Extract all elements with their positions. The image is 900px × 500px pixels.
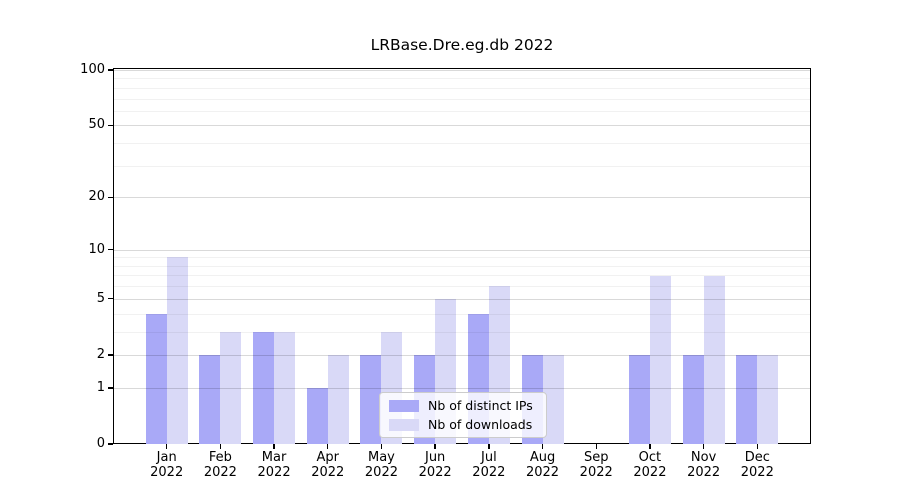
bar-nb-of-distinct-ips-dec xyxy=(736,354,758,444)
x-tick-mark-sep xyxy=(595,444,597,449)
bar-nb-of-downloads-nov xyxy=(703,275,725,444)
gridline-2 xyxy=(113,354,811,356)
gridline-60 xyxy=(113,110,811,112)
x-tick-mark-apr xyxy=(327,444,329,449)
legend-item-1: Nb of downloads xyxy=(389,417,537,432)
x-tick-label-jan: Jan 2022 xyxy=(150,450,184,480)
legend-label: Nb of distinct IPs xyxy=(428,398,533,413)
x-tick-mark-jul xyxy=(488,444,490,449)
y-tick-label-10: 10 xyxy=(88,241,105,257)
gridline-6 xyxy=(113,286,811,288)
bar-nb-of-distinct-ips-may xyxy=(360,354,382,444)
bar-nb-of-distinct-ips-mar xyxy=(253,331,275,444)
legend-swatch-icon xyxy=(389,399,419,412)
x-tick-label-dec: Dec 2022 xyxy=(740,450,774,480)
y-tick-mark-0 xyxy=(108,443,113,445)
gridline-1 xyxy=(113,387,811,389)
bar-nb-of-downloads-oct xyxy=(649,275,671,444)
y-tick-label-50: 50 xyxy=(88,117,105,133)
y-tick-label-100: 100 xyxy=(80,62,105,77)
x-tick-label-may: May 2022 xyxy=(364,450,398,480)
x-tick-label-jul: Jul 2022 xyxy=(472,450,506,480)
legend-item-0: Nb of distinct IPs xyxy=(389,398,537,413)
gridline-90 xyxy=(113,78,811,80)
chart-title: LRBase.Dre.eg.db 2022 xyxy=(370,36,554,54)
x-tick-mark-oct xyxy=(649,444,651,449)
x-tick-label-apr: Apr 2022 xyxy=(311,450,345,480)
x-tick-mark-nov xyxy=(702,444,705,449)
bar-nb-of-downloads-feb xyxy=(220,331,242,444)
bar-nb-of-downloads-mar xyxy=(274,331,296,444)
x-tick-label-aug: Aug 2022 xyxy=(525,450,560,480)
gridline-50 xyxy=(113,125,811,127)
x-tick-mark-may xyxy=(380,444,383,449)
y-tick-mark-100 xyxy=(108,69,113,71)
gridline-30 xyxy=(113,165,811,167)
x-tick-mark-aug xyxy=(541,444,544,449)
gridline-7 xyxy=(113,275,811,277)
y-tick-label-1: 1 xyxy=(96,379,105,395)
legend: Nb of distinct IPs Nb of downloads xyxy=(379,392,547,438)
y-tick-mark-50 xyxy=(108,124,113,127)
bar-nb-of-downloads-jan xyxy=(166,257,188,444)
x-tick-mark-jan xyxy=(165,444,168,449)
x-tick-label-nov: Nov 2022 xyxy=(687,450,721,480)
gridline-4 xyxy=(113,313,811,315)
gridline-80 xyxy=(113,87,811,89)
y-tick-label-5: 5 xyxy=(96,290,105,306)
legend-label: Nb of downloads xyxy=(428,417,533,432)
gridline-100 xyxy=(113,70,811,71)
bar-nb-of-downloads-aug xyxy=(542,354,564,444)
y-tick-mark-1 xyxy=(108,387,113,389)
bar-nb-of-distinct-ips-jan xyxy=(145,313,167,444)
legend-swatch-icon xyxy=(389,418,419,431)
x-tick-mark-feb xyxy=(219,444,222,449)
x-tick-mark-mar xyxy=(273,444,275,449)
y-tick-label-2: 2 xyxy=(96,346,105,362)
gridline-40 xyxy=(113,143,811,145)
gridline-9 xyxy=(113,257,811,259)
x-tick-label-oct: Oct 2022 xyxy=(633,450,667,480)
bar-nb-of-downloads-apr xyxy=(327,354,349,444)
bar-nb-of-distinct-ips-apr xyxy=(306,387,328,444)
gridline-70 xyxy=(113,98,811,100)
gridline-3 xyxy=(113,331,811,333)
x-tick-label-jun: Jun 2022 xyxy=(418,450,452,480)
x-tick-mark-dec xyxy=(756,444,758,449)
x-tick-label-feb: Feb 2022 xyxy=(203,450,237,480)
y-tick-label-20: 20 xyxy=(88,189,105,205)
y-tick-mark-20 xyxy=(108,196,113,198)
y-tick-mark-5 xyxy=(108,298,113,300)
gridline-8 xyxy=(113,265,811,267)
bar-nb-of-distinct-ips-oct xyxy=(628,354,650,444)
y-tick-mark-2 xyxy=(108,354,113,356)
x-tick-mark-jun xyxy=(434,444,436,449)
bar-nb-of-distinct-ips-nov xyxy=(682,354,704,444)
x-tick-label-sep: Sep 2022 xyxy=(579,450,613,480)
x-tick-label-mar: Mar 2022 xyxy=(257,450,291,480)
gridline-10 xyxy=(113,249,811,251)
bar-nb-of-distinct-ips-feb xyxy=(199,354,221,444)
y-tick-mark-10 xyxy=(108,248,113,251)
bar-nb-of-downloads-dec xyxy=(757,354,779,444)
gridline-20 xyxy=(113,197,811,199)
gridline-5 xyxy=(113,298,811,300)
y-tick-label-0: 0 xyxy=(96,436,105,451)
plot-area xyxy=(113,68,811,444)
